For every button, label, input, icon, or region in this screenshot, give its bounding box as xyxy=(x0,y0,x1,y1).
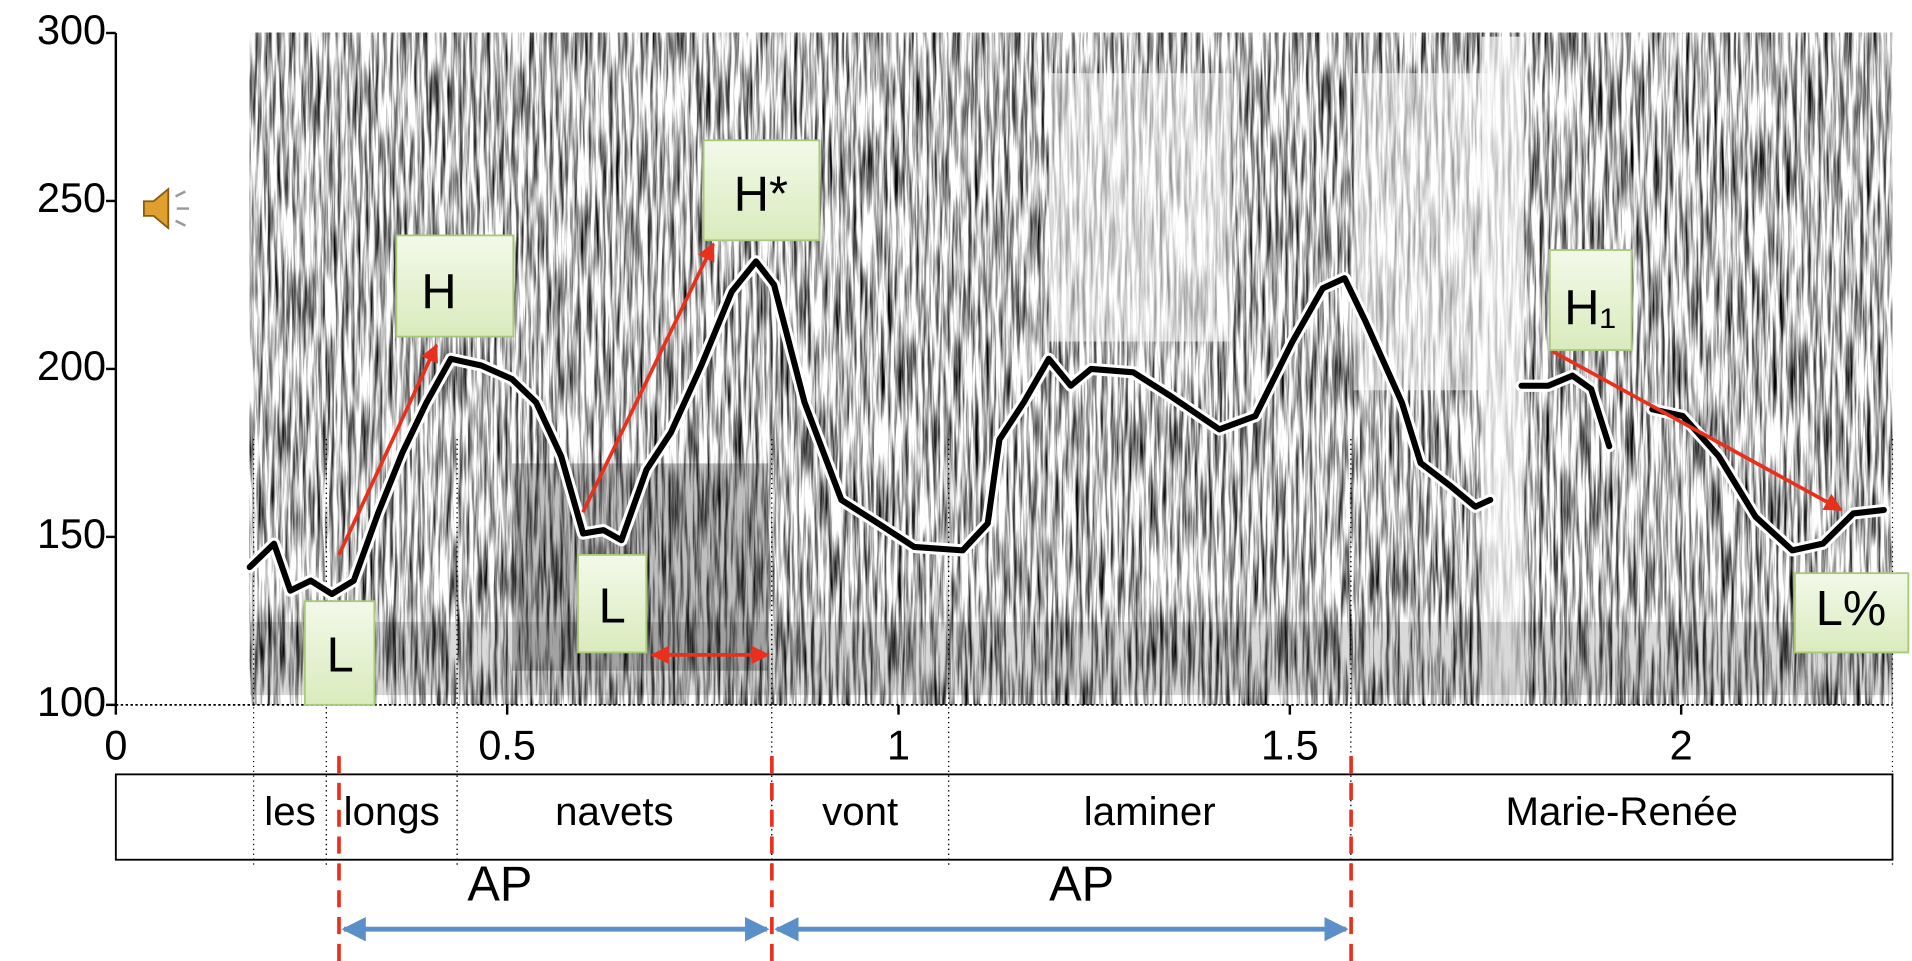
tone-label: H₁ xyxy=(1564,281,1616,335)
y-tick-label: 100 xyxy=(37,678,106,725)
tone-label: L xyxy=(327,628,354,682)
tone-box xyxy=(577,553,648,654)
pitch-contour xyxy=(246,258,1887,598)
y-tick-label: 200 xyxy=(37,342,106,389)
y-tick-label: 250 xyxy=(37,174,106,221)
x-tick-label: 1 xyxy=(887,722,910,769)
rise-arrow xyxy=(581,242,715,514)
tone-label: L xyxy=(599,580,626,634)
spectrogram-light xyxy=(1048,73,1232,342)
phrase-label: AP xyxy=(1049,858,1114,912)
word-label: navets xyxy=(555,789,674,834)
rise-arrow xyxy=(337,343,439,556)
word-label: Marie-Renée xyxy=(1505,789,1737,834)
word-label: longs xyxy=(344,789,440,834)
spectrogram-dark xyxy=(249,621,1893,696)
tone-box xyxy=(1794,572,1910,654)
tone-label: H* xyxy=(734,167,788,221)
x-tick-label: 1.5 xyxy=(1261,722,1319,769)
tone-box xyxy=(1548,249,1633,351)
word-label: les xyxy=(264,789,315,834)
word-label: vont xyxy=(822,789,898,834)
annotations: AP AP L H L H* H₁ L% xyxy=(303,139,1910,961)
fall-arrow xyxy=(1551,349,1843,512)
tone-label: L% xyxy=(1816,582,1886,636)
x-tick-label: 0.5 xyxy=(478,722,536,769)
y-tick-label: 300 xyxy=(37,6,106,53)
x-tick-label: 0 xyxy=(104,722,127,769)
phrase-label: AP xyxy=(467,858,532,912)
tone-box xyxy=(303,600,376,706)
tone-box xyxy=(702,139,821,242)
tone-box xyxy=(395,234,515,338)
word-label: laminer xyxy=(1084,789,1216,834)
x-tick-label: 2 xyxy=(1670,722,1693,769)
axes: 100 150 200 250 300 0 0.5 1 1.5 2 les longs navets vo… xyxy=(37,6,1894,869)
word-tier xyxy=(114,773,1894,861)
speaker-icon[interactable] xyxy=(142,187,190,231)
spectrogram-light xyxy=(1481,36,1525,705)
tone-label: H xyxy=(421,265,456,319)
plot xyxy=(243,255,1890,601)
y-tick-label: 150 xyxy=(37,510,106,557)
